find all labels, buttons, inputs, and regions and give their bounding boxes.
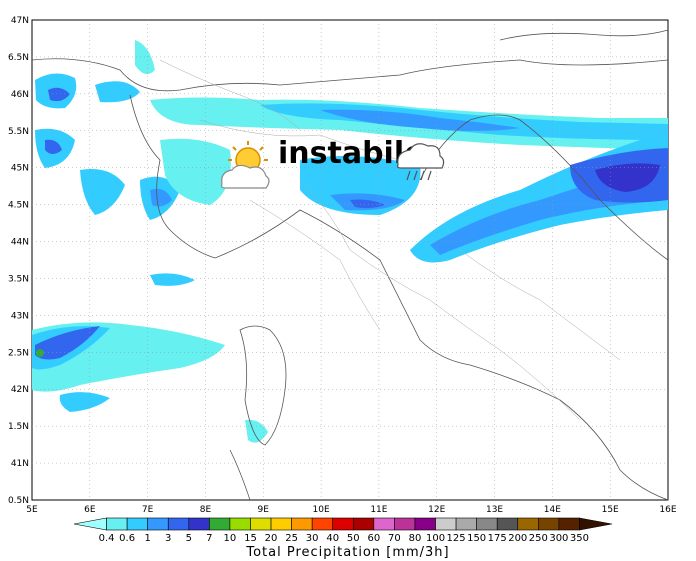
- colorbar-level-label: 0.6: [119, 533, 135, 544]
- lat-tick-label: 3.5N: [8, 274, 29, 284]
- sun-cloud-icon: [220, 141, 270, 189]
- colorbar-swatch: [332, 517, 354, 531]
- colorbar-level-label: 200: [508, 533, 527, 544]
- lat-tick-label: 47N: [11, 16, 29, 26]
- colorbar-level-label: 5: [186, 533, 192, 544]
- colorbar-swatch: [126, 517, 148, 531]
- lon-tick-label: 14E: [544, 505, 561, 515]
- colorbar-swatch: [73, 517, 107, 531]
- region-borders: [159, 59, 621, 421]
- colorbar-swatch: [291, 517, 313, 531]
- lon-tick-label: 8E: [200, 505, 212, 515]
- lon-tick-label: 15E: [602, 505, 619, 515]
- colorbar-level-label: 1: [144, 533, 150, 544]
- graticule: [32, 20, 668, 500]
- precipitation-field: [32, 40, 668, 443]
- lat-tick-label: 5.5N: [8, 127, 29, 137]
- colorbar-swatch: [352, 517, 375, 531]
- rain-cloud-icon: [396, 143, 445, 181]
- colorbar-level-label: 30: [306, 533, 319, 544]
- colorbar-level-label: 100: [426, 533, 445, 544]
- lat-tick-label: 2.5N: [8, 348, 29, 358]
- colorbar-level-label: 0.4: [99, 533, 115, 544]
- colorbar-level-label: 20: [265, 533, 278, 544]
- colorbar-level-label: 10: [224, 533, 237, 544]
- colorbar-swatch: [538, 517, 560, 531]
- colorbar-level-label: 150: [467, 533, 486, 544]
- colorbar-swatch: [270, 517, 292, 531]
- lat-tick-label: 4.5N: [8, 201, 29, 211]
- colorbar-swatch: [496, 517, 519, 531]
- colorbar-level-label: 25: [285, 533, 298, 544]
- colorbar-level-label: 125: [447, 533, 466, 544]
- colorbar-level-label: 15: [244, 533, 257, 544]
- lon-tick-label: 13E: [486, 505, 503, 515]
- colorbar-level-label: 300: [549, 533, 568, 544]
- colorbar-level-label: 70: [388, 533, 401, 544]
- lat-tick-label: 43N: [11, 311, 29, 321]
- borders: [31, 29, 669, 501]
- lon-tick-label: 6E: [84, 505, 96, 515]
- colorbar-level-label: 40: [326, 533, 339, 544]
- colorbar-swatch: [106, 517, 128, 531]
- lon-tick-label: 10E: [313, 505, 330, 515]
- lat-tick-label: 0.5N: [8, 496, 29, 506]
- colorbar-swatch: [476, 517, 498, 531]
- lon-tick-label: 5E: [26, 505, 38, 515]
- colorbar-swatch: [435, 517, 457, 531]
- lat-tick-label: 46N: [11, 90, 29, 100]
- lat-tick-label: 41N: [11, 459, 29, 469]
- lon-tick-label: 12E: [428, 505, 445, 515]
- lon-tick-label: 9E: [258, 505, 270, 515]
- colorbar-swatch: [229, 517, 251, 531]
- colorbar-level-label: 350: [570, 533, 589, 544]
- colorbar-title: Total Precipitation [mm/3h]: [245, 545, 449, 560]
- lon-tick-label: 7E: [142, 505, 154, 515]
- colorbar-level-label: 7: [206, 533, 212, 544]
- colorbar-swatch: [167, 517, 190, 531]
- lat-tick-label: 42N: [11, 385, 29, 395]
- colorbar: 0.4 0.6 1 3 5 7 10 15 20 25 30 40 50 60 70 80 100 125 150 1…: [73, 517, 613, 560]
- lat-tick-label: 6.5N: [8, 53, 29, 63]
- colorbar-swatch: [147, 517, 169, 531]
- lon-tick-label: 11E: [370, 505, 387, 515]
- colorbar-swatch: [558, 517, 580, 531]
- colorbar-swatch: [188, 517, 210, 531]
- colorbar-swatch: [579, 517, 613, 531]
- colorbar-swatch: [250, 517, 272, 531]
- colorbar-level-label: 250: [529, 533, 548, 544]
- colorbar-level-label: 80: [409, 533, 422, 544]
- forecast-annotation: instabile: [220, 136, 445, 189]
- colorbar-level-label: 3: [165, 533, 171, 544]
- lat-tick-label: 1.5N: [8, 422, 29, 432]
- colorbar-swatches: [73, 517, 613, 531]
- colorbar-level-label: 60: [367, 533, 380, 544]
- colorbar-swatch: [517, 517, 539, 531]
- colorbar-swatch: [414, 517, 436, 531]
- colorbar-labels: 0.4 0.6 1 3 5 7 10 15 20 25 30 40 50 60 70 80 100 125 150 1…: [99, 533, 589, 544]
- colorbar-swatch: [455, 517, 477, 531]
- colorbar-level-label: 175: [488, 533, 507, 544]
- longitude-labels: 5E 6E 7E 8E 9E 10E 11E 12E 13E 14E 15E 16E: [26, 505, 677, 515]
- lon-tick-label: 16E: [659, 505, 676, 515]
- lat-tick-label: 45N: [11, 164, 29, 174]
- plot-area: 47N 6.5N 46N 5.5N 45N 4.5N 44N 3.5N 43N 2.5N 42N 1.…: [8, 16, 677, 515]
- lat-tick-label: 44N: [11, 238, 29, 248]
- colorbar-swatch: [394, 517, 416, 531]
- latitude-labels: 47N 6.5N 46N 5.5N 45N 4.5N 44N 3.5N 43N 2.5N 42N 1.…: [8, 16, 29, 506]
- colorbar-swatch: [209, 517, 231, 531]
- colorbar-level-label: 50: [347, 533, 360, 544]
- colorbar-swatch: [373, 517, 395, 531]
- colorbar-swatch: [311, 517, 334, 531]
